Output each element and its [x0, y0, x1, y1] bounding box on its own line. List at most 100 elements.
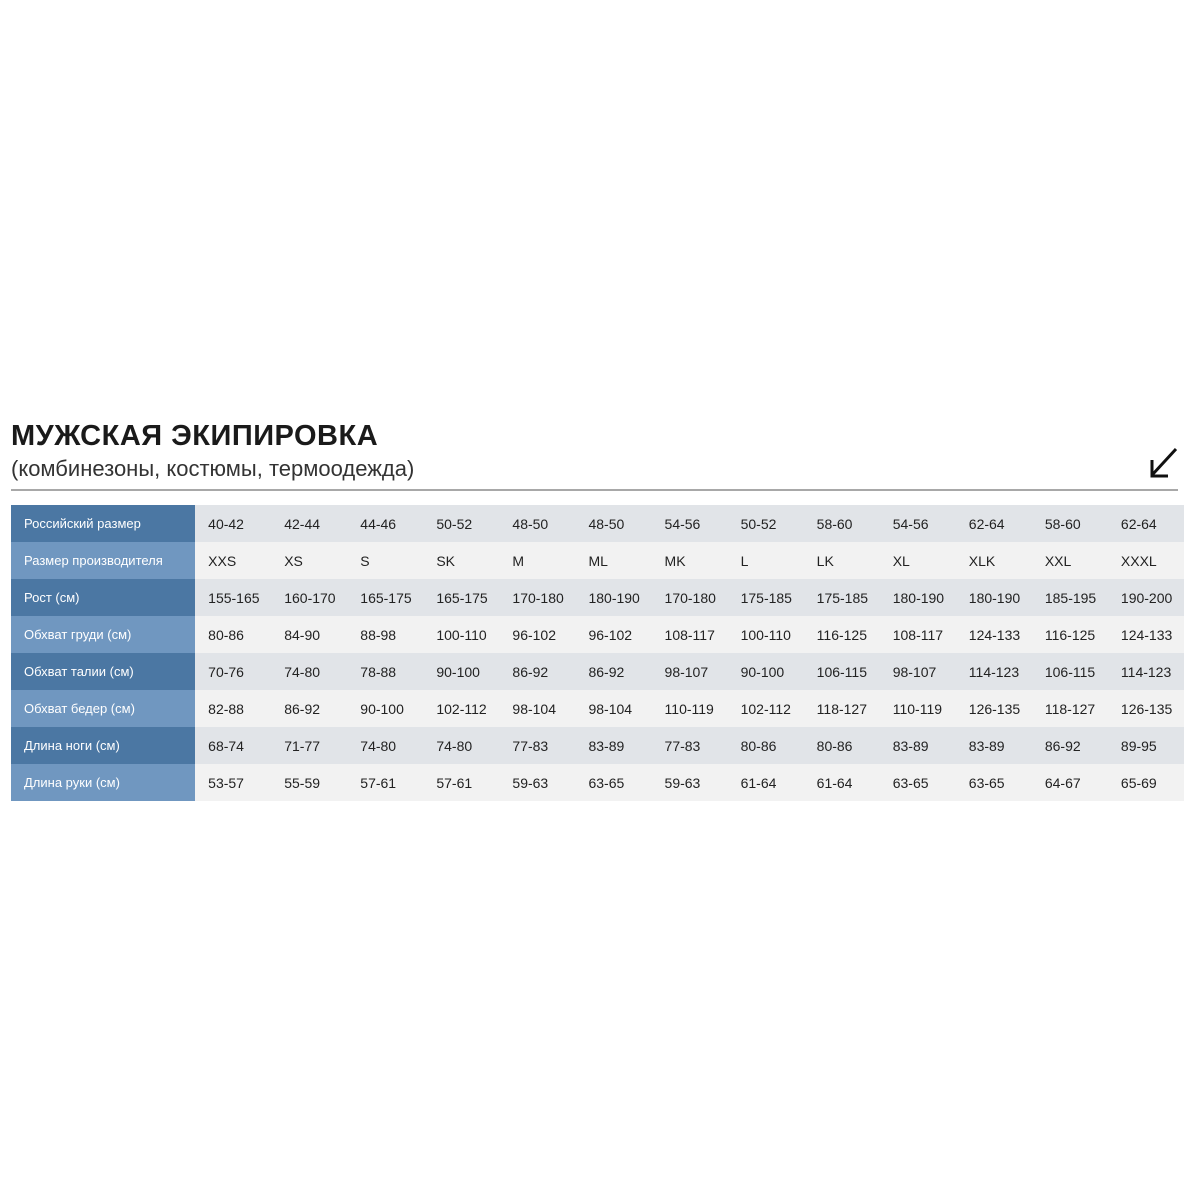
table-cell: 89-95	[1107, 727, 1184, 764]
table-row: Длина ноги (см) 68-74 71-77 74-80 74-80 77-83…	[11, 727, 1184, 764]
row-label: Размер производителя	[11, 542, 196, 579]
table-cell: 54-56	[651, 505, 728, 542]
table-cell: 74-80	[347, 727, 424, 764]
table-cell: 48-50	[575, 505, 652, 542]
table-cell: 62-64	[1107, 505, 1184, 542]
table-cell: 44-46	[347, 505, 424, 542]
table-cell: 116-125	[1031, 616, 1108, 653]
table-cell: 175-185	[803, 579, 880, 616]
table-cell: 64-67	[1031, 764, 1108, 801]
table-cell: 58-60	[1031, 505, 1108, 542]
table-cell: 88-98	[347, 616, 424, 653]
table-cell: XL	[879, 542, 956, 579]
table-cell: 98-104	[499, 690, 576, 727]
table-cell: 180-190	[575, 579, 652, 616]
table-cell: XLK	[955, 542, 1032, 579]
table-cell: 118-127	[803, 690, 880, 727]
divider	[11, 489, 1178, 491]
table-cell: 114-123	[1107, 653, 1184, 690]
row-label: Обхват бедер (см)	[11, 690, 196, 727]
table-cell: 86-92	[499, 653, 576, 690]
table-cell: 180-190	[955, 579, 1032, 616]
table-cell: 59-63	[499, 764, 576, 801]
row-label: Обхват груди (см)	[11, 616, 196, 653]
table-cell: 126-135	[955, 690, 1032, 727]
table-cell: LK	[803, 542, 880, 579]
table-cell: XXS	[195, 542, 272, 579]
table-cell: 100-110	[727, 616, 804, 653]
table-cell: SK	[423, 542, 500, 579]
table-cell: 40-42	[195, 505, 272, 542]
table-cell: 48-50	[499, 505, 576, 542]
table-cell: 98-107	[651, 653, 728, 690]
table-cell: 80-86	[195, 616, 272, 653]
table-cell: 90-100	[423, 653, 500, 690]
table-cell: 57-61	[347, 764, 424, 801]
table-row: Рост (см) 155-165 160-170 165-175 165-175 170…	[11, 579, 1184, 616]
size-table: Российский размер 40-42 42-44 44-46 50-52 48-…	[11, 505, 1184, 801]
table-cell: 96-102	[499, 616, 576, 653]
table-cell: 100-110	[423, 616, 500, 653]
table-cell: 180-190	[879, 579, 956, 616]
table-cell: 86-92	[271, 690, 348, 727]
table-cell: 155-165	[195, 579, 272, 616]
table-cell: S	[347, 542, 424, 579]
table-cell: 126-135	[1107, 690, 1184, 727]
table-cell: M	[499, 542, 576, 579]
table-cell: 53-57	[195, 764, 272, 801]
table-cell: 71-77	[271, 727, 348, 764]
table-row: Обхват бедер (см) 82-88 86-92 90-100 102-112…	[11, 690, 1184, 727]
table-cell: 62-64	[955, 505, 1032, 542]
table-cell: 80-86	[727, 727, 804, 764]
table-cell: 90-100	[727, 653, 804, 690]
table-cell: 83-89	[955, 727, 1032, 764]
table-cell: L	[727, 542, 804, 579]
table-cell: 74-80	[423, 727, 500, 764]
table-cell: 175-185	[727, 579, 804, 616]
table-cell: 50-52	[423, 505, 500, 542]
table-cell: 118-127	[1031, 690, 1108, 727]
table-cell: 86-92	[1031, 727, 1108, 764]
table-cell: XXL	[1031, 542, 1108, 579]
table-cell: 68-74	[195, 727, 272, 764]
table-row: Размер производителя XXS XS S SK M ML MK L LK XL XL…	[11, 542, 1184, 579]
table-cell: 170-180	[651, 579, 728, 616]
table-cell: 83-89	[575, 727, 652, 764]
row-label: Рост (см)	[11, 579, 196, 616]
table-cell: 65-69	[1107, 764, 1184, 801]
table-cell: 165-175	[347, 579, 424, 616]
arrow-down-left-icon	[1150, 447, 1178, 478]
table-cell: 96-102	[575, 616, 652, 653]
table-row: Российский размер 40-42 42-44 44-46 50-52 48-…	[11, 505, 1184, 542]
table-cell: 63-65	[879, 764, 956, 801]
table-cell: XS	[271, 542, 348, 579]
table-cell: 110-119	[651, 690, 728, 727]
table-cell: 77-83	[499, 727, 576, 764]
table-cell: 102-112	[423, 690, 500, 727]
table-cell: 61-64	[727, 764, 804, 801]
table-cell: 70-76	[195, 653, 272, 690]
table-cell: 124-133	[955, 616, 1032, 653]
table-cell: 90-100	[347, 690, 424, 727]
table-cell: 160-170	[271, 579, 348, 616]
table-cell: MK	[651, 542, 728, 579]
table-row: Длина руки (см) 53-57 55-59 57-61 57-61 59-63…	[11, 764, 1184, 801]
table-cell: 63-65	[955, 764, 1032, 801]
table-cell: 61-64	[803, 764, 880, 801]
table-cell: 78-88	[347, 653, 424, 690]
table-cell: 82-88	[195, 690, 272, 727]
table-cell: 114-123	[955, 653, 1032, 690]
table-cell: 59-63	[651, 764, 728, 801]
table-row: Обхват талии (см) 70-76 74-80 78-88 90-100 86…	[11, 653, 1184, 690]
table-cell: 110-119	[879, 690, 956, 727]
row-label: Длина руки (см)	[11, 764, 196, 801]
page-subtitle: (комбинезоны, костюмы, термоодежда)	[11, 456, 415, 481]
table-cell: 77-83	[651, 727, 728, 764]
table-cell: 57-61	[423, 764, 500, 801]
table-cell: 106-115	[1031, 653, 1108, 690]
table-cell: 116-125	[803, 616, 880, 653]
table-cell: 185-195	[1031, 579, 1108, 616]
table-cell: 86-92	[575, 653, 652, 690]
table-cell: 102-112	[727, 690, 804, 727]
table-cell: 54-56	[879, 505, 956, 542]
